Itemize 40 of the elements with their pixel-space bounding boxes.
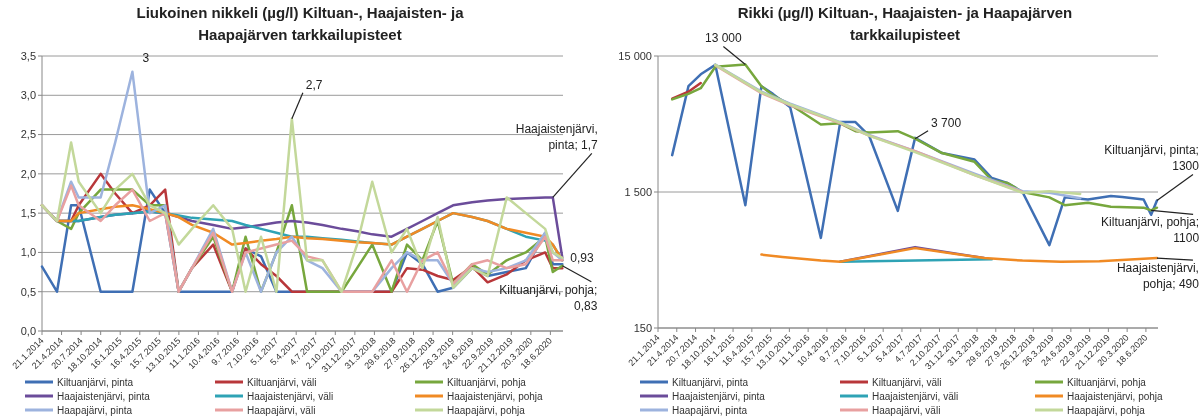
legend-label: Haajaistenjärvi, väli <box>872 390 959 402</box>
chart-title: Liukoinen nikkeli (µg/l) Kiltuan-, Haajaisten- ja Haapajärven tarkkailupisteet <box>136 4 465 43</box>
annotation: 3 <box>142 50 150 65</box>
annotation: Kiltuanjärvi, pohja; 0,83 <box>499 282 598 313</box>
y-tick-label: 1 500 <box>624 185 652 198</box>
legend-label: Haajaistenjärvi, pohja <box>447 390 544 402</box>
legend-label: Haapajärvi, pohja <box>447 404 526 416</box>
annotation: Haajaistenjärvi, pohja; 490 <box>1116 261 1200 292</box>
y-tick-label: 3,0 <box>20 89 36 102</box>
legend-label: Haapajärvi, väli <box>247 404 316 416</box>
annotation: 2,7 <box>305 77 323 92</box>
legend-label: Haajaistenjärvi, pinta <box>57 390 151 402</box>
legend-label: Kiltuanjärvi, pinta <box>672 376 749 388</box>
legend-label: Kiltuanjärvi, väli <box>872 376 942 388</box>
legend-label: Haajaistenjärvi, pohja <box>1067 390 1164 402</box>
legend-label: Haapajärvi, pinta <box>672 404 748 416</box>
legend-label: Haapajärvi, pohja <box>1067 404 1146 416</box>
legend-label: Kiltuanjärvi, pohja <box>1067 376 1147 388</box>
y-tick-label: 3,5 <box>20 49 36 62</box>
y-tick-label: 2,0 <box>20 167 36 180</box>
annotation: 0,93 <box>570 250 595 265</box>
legend-label: Kiltuanjärvi, väli <box>247 376 317 388</box>
y-tick-label: 0,0 <box>20 324 36 337</box>
y-tick-label: 1,0 <box>20 246 36 259</box>
y-tick-label: 1,5 <box>20 206 36 219</box>
annotation: Haajaistenjärvi, pinta; 1,7 <box>515 122 599 153</box>
annotation: Kiltuanjärvi, pinta; 1300 <box>1104 143 1200 174</box>
annotation: 3 700 <box>931 115 962 130</box>
y-tick-label: 15 000 <box>618 49 652 62</box>
legend-label: Kiltuanjärvi, pinta <box>57 376 134 388</box>
legend-label: Haapajärvi, väli <box>872 404 941 416</box>
annotation: Kiltuanjärvi, pohja; 1100 <box>1101 215 1200 246</box>
y-tick-label: 2,5 <box>20 128 36 141</box>
legend-label: Kiltuanjärvi, pohja <box>447 376 527 388</box>
legend-label: Haajaistenjärvi, väli <box>247 390 334 402</box>
legend-label: Haajaistenjärvi, pinta <box>672 390 766 402</box>
y-tick-label: 150 <box>633 321 652 334</box>
annotation: 13 000 <box>705 31 743 46</box>
y-tick-label: 0,5 <box>20 285 36 298</box>
legend-label: Haapajärvi, pinta <box>57 404 133 416</box>
